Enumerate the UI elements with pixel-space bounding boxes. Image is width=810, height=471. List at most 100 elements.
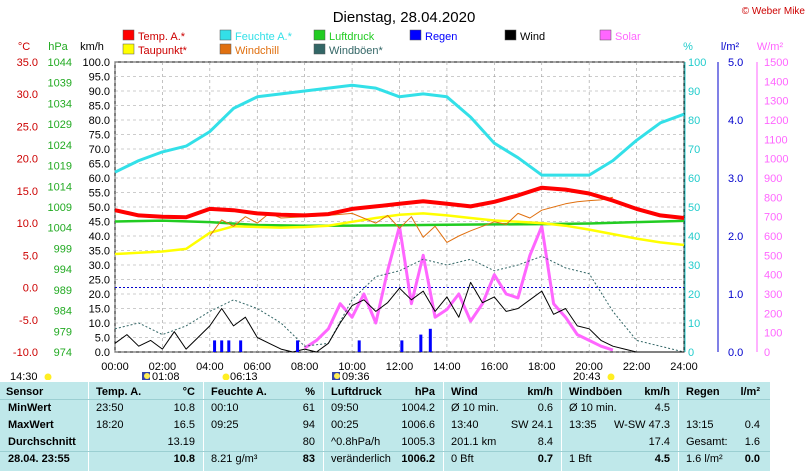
pressure-tick-label: 984 <box>54 306 72 318</box>
wind-tick-label: 100.0 <box>82 57 110 69</box>
axis-unit-label: °C <box>18 41 30 53</box>
rain-bar <box>357 340 361 352</box>
series-line-feuchtea <box>114 83 685 177</box>
pressure-tick-label: 1024 <box>48 140 72 152</box>
table-column-divider <box>678 382 679 471</box>
legend-label: Wind <box>520 31 545 43</box>
axis-unit-label: % <box>683 41 693 53</box>
solar-tick-label: 300 <box>764 289 782 301</box>
pressure-tick-label: 1034 <box>48 98 72 110</box>
rain-bar <box>428 328 432 352</box>
legend-swatch <box>122 29 135 41</box>
table-cell-meta: 00:10 <box>211 402 239 414</box>
pressure-tick-label: 979 <box>54 326 72 338</box>
rain-bar <box>213 340 217 352</box>
table-column-divider <box>323 382 324 471</box>
x-tick-label: 16:00 <box>481 361 509 373</box>
x-tick-label: 10:00 <box>338 361 366 373</box>
table-row-label: MaxWert <box>8 419 54 431</box>
marker-time-label: 01:08 <box>152 371 180 380</box>
wind-tick-label: 25.0 <box>89 275 110 287</box>
table-cell-value: 80 <box>302 436 315 448</box>
temp-tick-label: 25.0 <box>17 121 38 133</box>
x-tick-label: 02:00 <box>149 361 177 373</box>
table-row-divider <box>0 399 810 400</box>
table-cell-value: 13.19 <box>167 436 195 448</box>
chart-title: Dienstag, 28.04.2020 <box>333 9 476 26</box>
solar-tick-label: 500 <box>764 250 782 262</box>
rain-tick-label: 0.0 <box>728 347 743 359</box>
humidity-tick-label: 50 <box>688 202 700 214</box>
table-cell-value: 1005.3 <box>401 436 435 448</box>
wind-tick-label: 70.0 <box>89 144 110 156</box>
rain-bar <box>419 334 423 352</box>
x-tick-label: 00:00 <box>101 361 129 373</box>
table-cell-value: 61 <box>302 402 315 414</box>
axis-unit-label: km/h <box>80 41 104 53</box>
table-cell-value: 1006.2 <box>401 453 435 465</box>
table-cell-value: 17.4 <box>648 436 670 448</box>
wind-tick-label: 45.0 <box>89 217 110 229</box>
pressure-tick-label: 1039 <box>48 78 72 90</box>
table-row-label: Durchschnitt <box>8 436 76 448</box>
sunset-icon <box>607 373 615 380</box>
solar-tick-label: 100 <box>764 328 782 340</box>
table-column-divider <box>443 382 444 471</box>
humidity-tick-label: 30 <box>688 260 700 272</box>
table-header-label: Feuchte A. <box>211 386 267 398</box>
temp-tick-label: -5.0 <box>19 315 38 327</box>
humidity-tick-label: 20 <box>688 289 700 301</box>
solar-tick-label: 400 <box>764 270 782 282</box>
wind-tick-label: 80.0 <box>89 115 110 127</box>
marker-time-label: 06:13 <box>230 371 258 380</box>
legend-label: Regen <box>425 31 457 43</box>
series-line-solar <box>303 224 614 352</box>
weather-chart: Dienstag, 28.04.2020 © Weber Mike Temp. … <box>10 6 805 380</box>
table-cell-meta: 1 Bft <box>569 453 592 465</box>
axis-tick-labels: 35.0 30.0 25.0 20.0 15.0 10.0 5.0 0.0 -5.0 -10.0 1… <box>13 57 789 373</box>
humidity-tick-label: 60 <box>688 173 700 185</box>
wind-tick-label: 10.0 <box>89 318 110 330</box>
humidity-tick-label: 80 <box>688 115 700 127</box>
legend-swatch <box>504 29 517 41</box>
x-tick-label: 24:00 <box>670 361 698 373</box>
wind-tick-label: 0.0 <box>95 347 110 359</box>
solar-tick-label: 1200 <box>764 115 788 127</box>
table-cell-meta: 00:25 <box>331 419 359 431</box>
table-cell-meta: 18:20 <box>96 419 124 431</box>
table-cell-meta: Ø 10 min. <box>451 402 499 414</box>
table-cell-value: 0.0 <box>744 453 760 465</box>
table-row-label: MinWert <box>8 402 52 414</box>
solar-tick-label: 900 <box>764 173 782 185</box>
table-cell-meta: veränderlich <box>331 453 391 465</box>
table-row-divider <box>0 451 810 452</box>
table-cell-value: 8.4 <box>537 436 553 448</box>
pressure-tick-label: 1014 <box>48 181 72 193</box>
table-cell-meta: 8.21 g/m³ <box>211 453 258 465</box>
table-cell-value: 1006.6 <box>401 419 435 431</box>
x-tick-label: 06:00 <box>243 361 271 373</box>
legend-swatch <box>599 29 612 41</box>
table-header-unit: °C <box>182 386 195 398</box>
legend-swatch <box>219 43 232 55</box>
axis-unit-label: hPa <box>48 41 68 53</box>
grid-lines <box>114 61 685 353</box>
x-tick-label: 12:00 <box>386 361 414 373</box>
legend-label: Luftdruck <box>329 31 375 43</box>
table-cell-value: 1.6 <box>744 436 760 448</box>
legend-label: Feuchte A.* <box>235 31 293 43</box>
table-cell-meta: Gesamt: <box>686 436 728 448</box>
pressure-tick-label: 1009 <box>48 202 72 214</box>
solar-tick-label: 1500 <box>764 57 788 69</box>
pressure-tick-label: 1044 <box>48 57 72 69</box>
x-tick-label: 18:00 <box>528 361 556 373</box>
solar-tick-label: 800 <box>764 192 782 204</box>
wind-tick-label: 75.0 <box>89 130 110 142</box>
wind-tick-label: 20.0 <box>89 289 110 301</box>
table-cell-meta: 23:50 <box>96 402 124 414</box>
moon-icon <box>144 373 150 379</box>
wind-tick-label: 90.0 <box>89 86 110 98</box>
legend-swatch <box>122 43 135 55</box>
humidity-tick-label: 100 <box>688 57 706 69</box>
rain-tick-label: 2.0 <box>728 231 743 243</box>
